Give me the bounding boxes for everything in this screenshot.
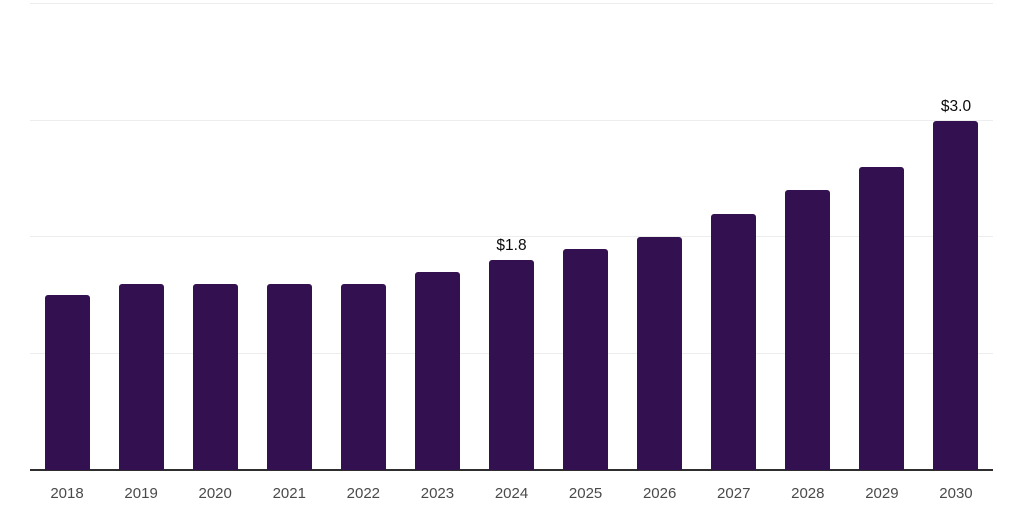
x-axis-line: [30, 469, 993, 471]
bar-2024: [489, 260, 534, 470]
x-tick-2027: 2027: [717, 485, 751, 502]
bar-2022: [340, 283, 386, 470]
x-tick-2020: 2020: [198, 485, 232, 502]
bar-group: [845, 4, 919, 470]
bar-group: $3.0: [919, 4, 993, 470]
x-axis-tick-labels: 2018 2019 2020 2021 2022 2023 2024 2025 2026 2027…: [30, 485, 993, 503]
plot-area: $1.8 $3.0: [30, 3, 993, 470]
bar-2026: [637, 237, 683, 470]
bar-group: [178, 4, 252, 470]
gridline: [30, 119, 993, 121]
bar-group: $1.8: [474, 4, 548, 470]
x-tick-2023: 2023: [420, 485, 455, 502]
bars-container: $1.8 $3.0: [30, 4, 993, 470]
x-tick-2018: 2018: [50, 485, 84, 502]
bar-group: [326, 4, 400, 470]
x-tick-2029: 2029: [865, 485, 899, 502]
bar-value-label: $1.8: [496, 237, 527, 255]
x-tick-2026: 2026: [642, 485, 677, 502]
x-tick-2028: 2028: [791, 485, 825, 502]
bar-value-label: $3.0: [940, 97, 972, 115]
bar-2023: [414, 271, 460, 470]
bar-2018: [44, 295, 90, 470]
bar-2021: [266, 283, 312, 470]
x-tick-2024: 2024: [494, 485, 529, 502]
bar-group: [549, 4, 623, 470]
gridline: [30, 236, 993, 237]
gridline: [30, 3, 993, 4]
x-tick-2019: 2019: [124, 485, 158, 502]
bar-group: [771, 4, 845, 470]
bar-2025: [563, 248, 609, 470]
bar-group: [623, 4, 697, 470]
bar-group: [400, 4, 474, 470]
bar-group: [104, 4, 178, 470]
bar-2028: [785, 190, 831, 470]
x-tick-2030: 2030: [939, 485, 973, 502]
x-tick-2025: 2025: [568, 485, 603, 502]
bar-2019: [118, 283, 164, 470]
bar-2029: [859, 167, 905, 470]
bar-2030: [933, 120, 979, 470]
x-tick-2022: 2022: [346, 485, 381, 502]
bar-2020: [192, 283, 238, 470]
bar-group: [252, 4, 326, 470]
x-tick-2021: 2021: [272, 485, 306, 502]
bar-group: [30, 4, 104, 470]
bar-2027: [711, 213, 757, 470]
bar-group: [697, 4, 771, 470]
